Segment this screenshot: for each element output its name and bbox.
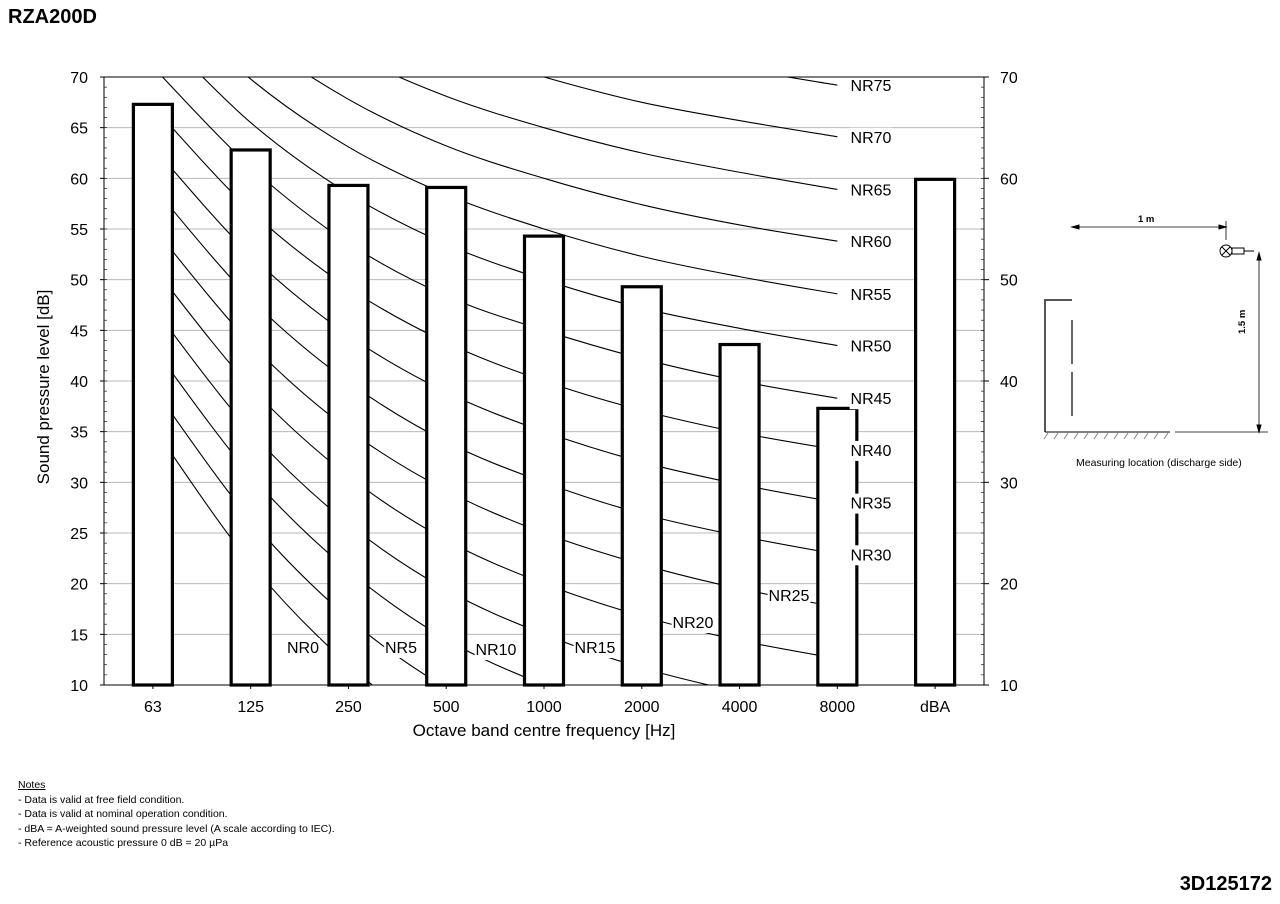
y-tick-label: 70 [70, 70, 88, 87]
y-tick-label: 50 [70, 273, 88, 290]
nr-label-bg [384, 638, 418, 658]
nr-label-bg [671, 613, 715, 633]
model-title: RZA200D [8, 6, 97, 28]
y-tick-label: 60 [70, 171, 88, 188]
nr-label-bg [849, 180, 893, 201]
nr-label-bg [849, 440, 893, 461]
y-tick-label-right: 10 [1000, 678, 1018, 695]
nr-curve-nr65 [397, 77, 838, 191]
nr-curve-nr55 [247, 77, 838, 295]
x-tick-label: 125 [237, 699, 264, 716]
nr-label-bg [286, 638, 320, 658]
bar-63 [131, 102, 174, 687]
nr-label-bg [849, 232, 893, 253]
nr-curve-nr50 [201, 77, 838, 347]
nr-label-nr70: NR70 [851, 130, 892, 147]
nr-label-nr35: NR35 [851, 496, 892, 513]
nr-label-bg [573, 638, 617, 658]
nr-label-nr25: NR25 [769, 588, 810, 605]
x-tick-label: 63 [144, 699, 162, 716]
y-tick-label-right: 50 [1000, 273, 1018, 290]
y-tick-label-right: 60 [1000, 171, 1018, 188]
nr-label-nr30: NR30 [851, 547, 892, 564]
distance-horizontal-label: 1 m [1138, 214, 1155, 225]
x-tick-label: 4000 [722, 699, 758, 716]
nr-label-bg [849, 76, 893, 96]
nr-label-nr15: NR15 [575, 640, 616, 657]
y-tick-label-right: 40 [1000, 374, 1018, 391]
y-tick-label-right: 70 [1000, 70, 1018, 87]
nr-label-nr75: NR75 [851, 78, 892, 95]
nr-label-bg [849, 493, 893, 514]
nr-label-nr40: NR40 [851, 443, 892, 460]
y-tick-label: 15 [70, 627, 88, 644]
y-tick-label-right: 30 [1000, 475, 1018, 492]
y-tick-label: 35 [70, 425, 88, 442]
x-tick-label: dBA [920, 699, 951, 716]
nr-curve-nr60 [310, 77, 838, 242]
bar-125 [229, 148, 272, 687]
document-number: 3D125172 [1179, 873, 1272, 895]
y-tick-label: 40 [70, 374, 88, 391]
nr-label-nr65: NR65 [851, 182, 892, 199]
note-item: dBA = A-weighted sound pressure level (A… [18, 822, 334, 837]
ground-hatch [1043, 432, 1169, 440]
note-item: Data is valid at nominal operation condi… [18, 807, 335, 822]
x-tick-label: 250 [335, 699, 362, 716]
nr-label-nr45: NR45 [851, 391, 892, 408]
nr-label-nr55: NR55 [851, 287, 892, 304]
x-tick-label: 2000 [624, 699, 660, 716]
nr-label-bg [849, 336, 893, 357]
nr-label-nr5: NR5 [385, 640, 417, 657]
bars [131, 102, 957, 687]
nr-curve-nr75 [784, 77, 838, 86]
x-tick-label: 1000 [526, 699, 562, 716]
x-tick-label: 500 [433, 699, 460, 716]
nr-label-bg [849, 545, 893, 566]
nr-label-bg [849, 389, 893, 410]
distance-vertical-label: 1.5 m [1237, 309, 1248, 334]
y-tick-label: 25 [70, 526, 88, 543]
y-tick-label: 10 [70, 678, 88, 695]
bar-4000 [718, 342, 761, 687]
bar-250 [327, 183, 370, 687]
nr-label-bg [474, 640, 518, 660]
y-tick-label: 45 [70, 323, 88, 340]
note-item: Reference acoustic pressure 0 dB = 20 µP… [18, 836, 335, 851]
bar-1000 [522, 234, 566, 687]
nr-chart: NR0 NR5 NR10 NR15 NR20 NR25 NR30 NR35 NR40 NR45 NR… [34, 70, 1268, 740]
y-tick-label: 30 [70, 475, 88, 492]
axes: 10 15 20 25 30 35 40 45 50 55 60 65 70 10 20 30 40 50 60 70… [70, 70, 1018, 716]
nr-curve-nr70 [541, 77, 838, 138]
bar-500 [425, 185, 468, 687]
nr-label-nr20: NR20 [673, 615, 714, 632]
nr-label-bg [767, 586, 811, 606]
nr-labels: NR0 NR5 NR10 NR15 NR20 NR25 NR30 NR35 NR40 NR45 NR… [286, 76, 893, 660]
notes-section: Notes Data is valid at free field condit… [18, 778, 335, 851]
y-axis-label: Sound pressure level [dB] [34, 290, 53, 485]
nr-label-nr60: NR60 [851, 234, 892, 251]
nr-label-nr50: NR50 [851, 339, 892, 356]
notes-title: Notes [18, 779, 46, 791]
x-axis-label: Octave band centre frequency [Hz] [413, 721, 676, 740]
note-item: Data is valid at free field condition. [18, 793, 335, 808]
microphone-icon [1219, 244, 1254, 258]
nr-label-bg [849, 284, 893, 305]
nr-label-nr0: NR0 [287, 640, 319, 657]
measuring-location-caption: Measuring location (discharge side) [1076, 457, 1242, 469]
nr-label-bg [849, 127, 893, 148]
y-tick-label: 65 [70, 121, 88, 138]
y-tick-label: 55 [70, 222, 88, 239]
nr-label-nr10: NR10 [476, 642, 517, 659]
measuring-diagram [1043, 221, 1268, 440]
y-tick-label: 20 [70, 577, 88, 594]
y-tick-label-right: 20 [1000, 577, 1018, 594]
bar-2000 [620, 285, 663, 687]
bar-dBA [914, 177, 957, 687]
x-tick-label: 8000 [820, 699, 856, 716]
